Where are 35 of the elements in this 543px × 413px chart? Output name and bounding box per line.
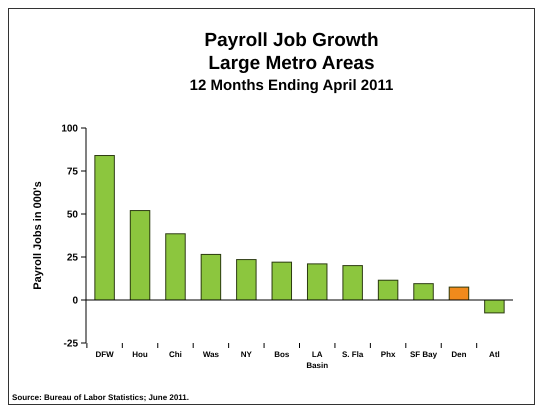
- bar: [130, 210, 150, 300]
- bar: [484, 300, 505, 314]
- x-tick-label: Chi: [169, 350, 182, 359]
- x-tick-label: Hou: [132, 350, 148, 359]
- x-tick-label: SF Bay: [410, 350, 438, 359]
- y-tick-label: 75: [66, 166, 78, 178]
- text: 12 Months Ending April 2011: [190, 77, 394, 94]
- bar: [342, 265, 363, 300]
- source-note: Source: Bureau of Labor Statistics; June 2011.: [12, 393, 189, 402]
- bar: [413, 283, 434, 300]
- bar: [236, 259, 257, 300]
- x-tick-label: DFW: [95, 350, 114, 359]
- y-tick-label: 25: [66, 252, 78, 264]
- x-tick-label: Bos: [274, 350, 290, 359]
- y-tick-label: -25: [64, 338, 78, 350]
- bar: [94, 155, 115, 300]
- x-tick-label: Was: [202, 350, 220, 359]
- y-tick-label: 0: [72, 296, 78, 306]
- bar: [378, 280, 398, 300]
- x-tick-label: Atl: [489, 350, 500, 359]
- bar: [200, 254, 222, 300]
- x-tick-label: S. Fla: [342, 350, 364, 359]
- bar: [448, 286, 470, 300]
- x-tick-label: NY: [240, 350, 253, 359]
- bar: [165, 233, 186, 300]
- x-tick-label: Phx: [380, 350, 396, 359]
- bar: [306, 263, 328, 300]
- y-axis-title: Payroll Jobs in 000's: [32, 181, 44, 290]
- x-tick-label: LA Basin: [306, 350, 328, 370]
- bar: [272, 262, 292, 300]
- y-tick-label: 50: [66, 210, 78, 220]
- x-tick-label: Den: [451, 350, 467, 359]
- chart-title: Payroll Job Growth: [204, 30, 379, 51]
- chart-subtitle: Large Metro Areas: [208, 53, 375, 74]
- y-tick-label: 100: [61, 124, 78, 134]
